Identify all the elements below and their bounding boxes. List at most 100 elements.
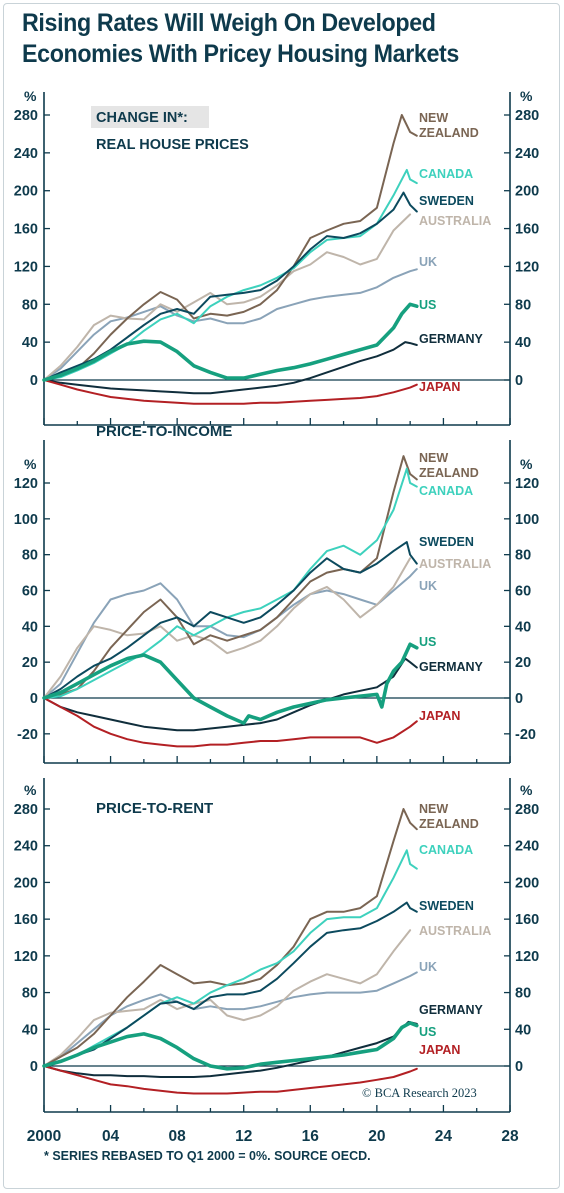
panel-price-to-income-series-canada [43,467,418,699]
panel-real-house-prices-series-new-zealand [43,114,418,381]
panel-price-to-rent: 0 0 40 40 80 80 120 120 160 160 200 200 240 240 280 280… [14,778,539,1113]
panel-price-to-rent-label-australia: AUSTRALIA [419,924,491,938]
panel-price-to-income-label-new-zealand: NEW [419,451,448,465]
panel-price-to-rent-label-new-zealand: ZEALAND [419,817,479,831]
panel-real-house-prices-y-tick-label-left: 80 [22,297,38,313]
panel-price-to-rent-label-canada: CANADA [419,843,473,857]
panel-price-to-income-series-new-zealand [43,455,418,699]
panel-real-house-prices-series-us [42,302,419,382]
panel-price-to-income-y-tick-label-right: 60 [515,584,531,600]
panel-price-to-income-label-japan: JAPAN [419,709,460,723]
panel-price-to-rent-y-tick-label-right: 240 [515,839,539,855]
panel-real-house-prices-series-australia [43,213,412,381]
x-tick-label: 08 [169,1128,187,1145]
panel-price-to-income-y-tick-label-left: -20 [17,727,38,743]
panel-price-to-rent-y-tick-label-right: 160 [515,912,539,928]
panel-real-house-prices-label-uk: UK [419,255,437,269]
panel-price-to-rent-unit-right: % [520,782,533,798]
panel-price-to-rent-y-tick-label-left: 160 [14,912,38,928]
panel-price-to-income-series-us [42,642,419,725]
panel-real-house-prices-unit-left: % [24,88,37,104]
panel-real-house-prices-subtitle: CHANGE IN*: [96,110,188,126]
panel-price-to-rent-label-new-zealand: NEW [419,802,448,816]
panel-price-to-rent-y-tick-label-left: 240 [14,839,38,855]
panel-price-to-income-series-sweden [43,541,418,699]
x-tick-label: 12 [235,1128,252,1145]
source-footnote: * SERIES REBASED TO Q1 2000 = 0%. SOURCE… [44,1149,371,1163]
panel-price-to-rent-series-germany [43,1020,418,1078]
panel-price-to-rent-y-tick-label-right: 40 [515,1022,531,1038]
chart-title-line-1: Rising Rates Will Weigh On Developed [22,9,436,37]
panel-price-to-income-series-australia [43,557,412,699]
panel-price-to-rent-series-us [42,1021,419,1071]
panel-real-house-prices-label-australia: AUSTRALIA [419,214,491,228]
panel-real-house-prices-y-tick-label-left: 240 [14,146,38,162]
panel-price-to-income-label-uk: UK [419,579,437,593]
panel-price-to-income-y-tick-label-right: 100 [515,512,539,528]
panel-price-to-rent-y-tick-label-left: 200 [14,875,38,891]
panel-price-to-rent-y-tick-label-right: 120 [515,949,539,965]
x-tick-label: 2000 [27,1128,61,1145]
panel-price-to-rent-series-japan [43,1065,418,1095]
panel-real-house-prices-label-japan: JAPAN [419,380,460,394]
panel-price-to-income: -20 -20 0 0 20 20 40 40 60 60 80 80 100 100 120 120% % PR… [14,423,539,764]
panel-real-house-prices-label-canada: CANADA [419,167,473,181]
panel-price-to-rent-y-tick-label-right: 80 [515,986,531,1002]
panel-price-to-income-label-germany: GERMANY [419,660,484,674]
panel-real-house-prices-series-japan [43,379,418,405]
figure-frame [3,3,560,1189]
panel-real-house-prices-y-tick-label-left: 120 [14,259,38,275]
watermark: © BCA Research 2023 [362,1086,477,1100]
panel-real-house-prices-y-tick-label-right: 160 [515,222,539,238]
panel-price-to-rent-y-tick-label-right: 0 [515,1059,523,1075]
panel-price-to-rent-title: PRICE-TO-RENT [96,800,213,817]
panel-price-to-income-y-tick-label-right: 20 [515,655,531,671]
panel-real-house-prices-y-tick-label-right: 120 [515,259,539,275]
panel-price-to-income-label-sweden: SWEDEN [419,535,474,549]
panel-price-to-income-y-tick-label-left: 80 [22,548,38,564]
panel-price-to-rent-label-germany: GERMANY [419,1003,484,1017]
panel-price-to-rent-y-tick-label-left: 40 [22,1022,38,1038]
panel-price-to-income-y-tick-label-right: 80 [515,548,531,564]
panel-price-to-income-y-tick-label-left: 20 [22,655,38,671]
panel-real-house-prices-y-tick-label-left: 40 [22,335,38,351]
x-tick-label: 24 [435,1128,453,1145]
panel-price-to-income-y-tick-label-right: 40 [515,619,531,635]
panel-real-house-prices-series-germany [43,341,418,395]
x-tick-label: 16 [302,1128,320,1145]
panel-real-house-prices-label-sweden: SWEDEN [419,194,474,208]
panel-price-to-rent-label-uk: UK [419,960,437,974]
panel-price-to-rent-series-australia [43,929,412,1067]
chart-title: Rising Rates Will Weigh On Developed Eco… [22,8,506,70]
panel-real-house-prices-y-tick-label-right: 280 [515,108,539,124]
panel-price-to-income-unit-left: % [24,456,37,472]
panel-price-to-rent-y-tick-label-right: 280 [515,802,539,818]
panel-real-house-prices-y-tick-label-right: 40 [515,335,531,351]
panel-price-to-rent-y-tick-label-left: 0 [30,1059,38,1075]
panel-price-to-income-series-uk [43,568,418,699]
panel-real-house-prices-label-new-zealand: NEW [419,111,448,125]
panel-price-to-rent-series-new-zealand [43,808,418,1067]
panel-price-to-rent-label-japan: JAPAN [419,1043,460,1057]
panel-price-to-rent-y-tick-label-left: 280 [14,802,38,818]
panel-real-house-prices-y-tick-label-left: 160 [14,222,38,238]
panel-price-to-income-y-tick-label-right: -20 [515,727,536,743]
panel-price-to-income-unit-right: % [520,456,533,472]
panel-price-to-rent-y-tick-label-left: 120 [14,949,38,965]
panel-price-to-rent-y-tick-label-left: 80 [22,986,38,1002]
panel-real-house-prices-label-new-zealand: ZEALAND [419,126,479,140]
panel-real-house-prices-subtitle-box [91,106,209,128]
panel-real-house-prices-y-tick-label-left: 0 [30,373,38,389]
panel-price-to-rent-label-us: US [419,1025,436,1039]
panel-price-to-income-y-tick-label-left: 0 [30,691,38,707]
panel-real-house-prices-y-tick-label-right: 240 [515,146,539,162]
panel-real-house-prices-unit-right: % [520,88,533,104]
panel-price-to-rent-label-sweden: SWEDEN [419,899,474,913]
panel-price-to-income-y-tick-label-left: 100 [14,512,38,528]
panel-price-to-income-y-tick-label-right: 0 [515,691,523,707]
panel-price-to-income-label-new-zealand: ZEALAND [419,466,479,480]
panel-price-to-rent-series-canada [43,849,418,1067]
panel-price-to-income-series-japan [43,697,418,748]
panel-price-to-rent-series-sweden [43,901,418,1067]
